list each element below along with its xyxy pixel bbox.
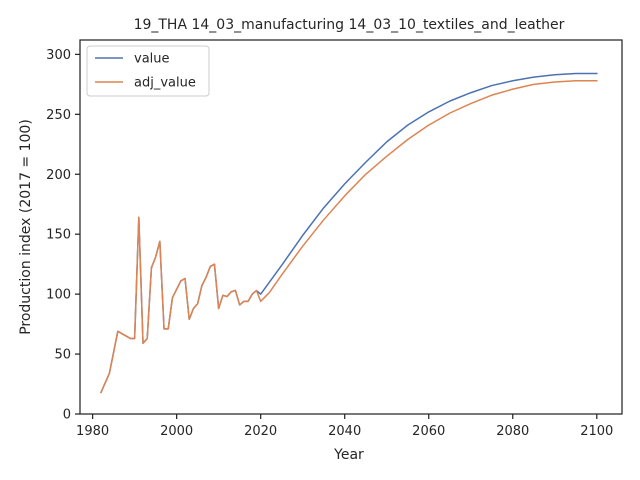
y-tick-label: 250 (46, 108, 71, 123)
legend-label-value: value (134, 52, 170, 67)
plot-area (100, 72, 598, 394)
y-tick-label: 200 (46, 168, 71, 183)
series-line-adj-value (100, 80, 598, 394)
x-tick-label: 2060 (412, 424, 445, 439)
x-tick-label: 2080 (496, 424, 529, 439)
y-tick-label: 50 (54, 348, 71, 363)
x-tick-label: 1980 (76, 424, 109, 439)
legend: value adj_value (86, 45, 210, 97)
y-tick-label: 100 (46, 288, 71, 303)
axes-frame (79, 39, 623, 415)
x-tick-label: 2020 (244, 424, 277, 439)
y-tick-label: 300 (46, 48, 71, 63)
x-tick-label: 2100 (580, 424, 613, 439)
x-tick-label: 2040 (328, 424, 361, 439)
axes: 1980 2000 2020 2040 2060 2080 2100 0 50 100 150 200… (46, 39, 623, 439)
y-tick-label: 150 (46, 228, 71, 243)
series-line-value (100, 72, 598, 394)
x-tick-label: 2000 (160, 424, 193, 439)
legend-label-adj-value: adj_value (134, 76, 196, 91)
x-axis-label: Year (333, 447, 364, 463)
y-tick-label: 0 (63, 408, 71, 423)
y-axis-label: Production index (2017 = 100) (18, 119, 34, 335)
chart-title: 19_THA 14_03_manufacturing 14_03_10_text… (134, 17, 565, 33)
